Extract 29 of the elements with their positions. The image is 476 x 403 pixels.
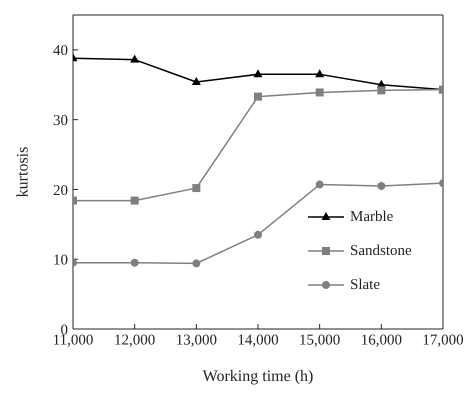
- y-tick-label: 40: [53, 43, 68, 60]
- x-tick-label: 15,000: [299, 332, 340, 349]
- x-tick-label: 12,000: [114, 332, 156, 349]
- point: [192, 259, 200, 268]
- point: [192, 184, 200, 192]
- legend-label: Marble: [350, 208, 394, 226]
- point: [254, 230, 262, 239]
- point: [316, 180, 324, 189]
- x-tick-label: 16,000: [360, 332, 402, 349]
- x-tick-label: 17,000: [422, 332, 464, 349]
- point: [192, 76, 201, 85]
- x-axis-title: Working time (h): [202, 368, 314, 385]
- point: [130, 258, 139, 267]
- y-axis-title: kurtosis: [14, 146, 32, 198]
- legend-label: Sandstone: [350, 242, 412, 260]
- x-tick-label: 14,000: [237, 332, 279, 349]
- point: [377, 86, 386, 94]
- point: [254, 92, 262, 101]
- point: [130, 54, 140, 63]
- x-tick-label: 13,000: [176, 332, 217, 349]
- point: [377, 182, 386, 190]
- point: [315, 69, 324, 78]
- y-tick-label: 30: [53, 112, 68, 129]
- point: [316, 88, 324, 96]
- legend-label: Slate: [350, 276, 380, 294]
- y-tick-label: 10: [53, 252, 68, 269]
- point: [130, 196, 139, 205]
- y-tick-label: 20: [53, 182, 68, 199]
- point: [254, 69, 262, 78]
